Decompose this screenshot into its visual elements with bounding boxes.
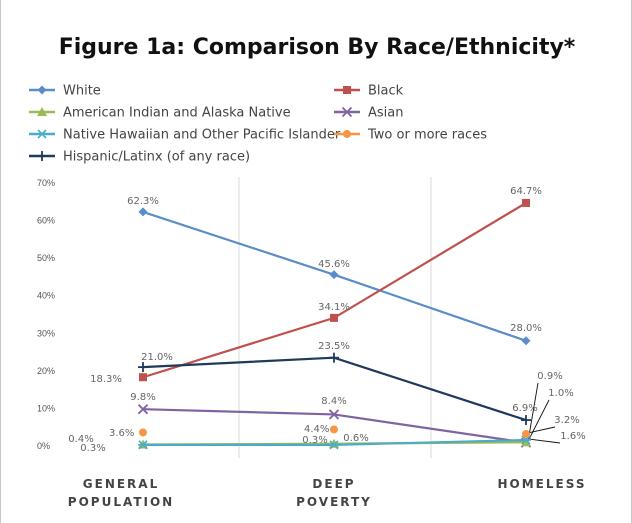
- data-label-native-hawaiian-and-other-pacific-islander-2: 0.3%: [302, 435, 327, 446]
- marker-native-hawaiian-and-other-pacific-islander-2: [329, 440, 339, 450]
- leader-line: [527, 382, 539, 442]
- marker-asian-1: [137, 404, 149, 415]
- x-category-line: GENERAL: [83, 477, 159, 491]
- data-label-asian-1: 9.8%: [130, 392, 155, 403]
- legend-label: Black: [368, 84, 404, 99]
- marker-hispanic-latinx-of-any-race-1: [138, 362, 148, 373]
- data-label-asian-2: 8.4%: [321, 396, 346, 407]
- marker-two-or-more-races-2: [330, 425, 338, 434]
- legend-item-black: Black: [334, 84, 404, 99]
- x-axis: GENERAL POPULATION DEEP POVERTY HOMELESS: [68, 477, 587, 509]
- legend-marker-asterisk: [37, 129, 47, 139]
- marker-two-or-more-races-1: [139, 428, 147, 437]
- legend-item-two-or-more-races: Two or more races: [334, 128, 487, 143]
- legend-marker-x: [341, 106, 353, 118]
- leader-line: [527, 438, 561, 444]
- data-label-hispanic-latinx-of-any-race-2: 23.5%: [318, 341, 350, 352]
- legend-item-white: White: [29, 84, 101, 99]
- data-label-native-hawaiian-and-other-pacific-islander-3: 1.6%: [560, 431, 585, 442]
- marker-asian-2: [328, 409, 340, 420]
- marker-white-2: [329, 270, 339, 280]
- y-axis: 0% 10% 20% 30% 40% 50% 60% 70%: [37, 178, 55, 451]
- data-label-two-or-more-races-3: 3.2%: [554, 415, 579, 426]
- marker-black-2: [330, 313, 338, 322]
- data-label-white-3: 28.0%: [510, 323, 542, 334]
- y-tick-label: 70%: [37, 178, 55, 188]
- data-label-two-or-more-races-2: 4.4%: [304, 424, 329, 435]
- legend-label: Two or more races: [367, 128, 487, 143]
- data-label-native-hawaiian-and-other-pacific-islander-1: 0.3%: [80, 443, 105, 454]
- data-labels: 62.3% 45.6% 28.0% 18.3% 34.1% 64.7% 21.0% 23.5%…: [68, 186, 585, 454]
- y-tick-label: 60%: [37, 216, 55, 226]
- legend-marker-circle: [343, 130, 351, 138]
- marker-native-hawaiian-and-other-pacific-islander-1: [138, 440, 148, 450]
- marker-two-or-more-races-3: [522, 429, 530, 438]
- legend-label: Native Hawaiian and Other Pacific Island…: [63, 128, 341, 143]
- data-label-two-or-more-races-1: 3.6%: [109, 428, 134, 439]
- data-label-hispanic-latinx-of-any-race-1: 21.0%: [141, 352, 173, 363]
- legend-label: Asian: [368, 106, 403, 121]
- legend-item-native-hawaiian-and-other-pacific-islander: Native Hawaiian and Other Pacific Island…: [29, 128, 341, 143]
- x-category-label: HOMELESS: [498, 477, 587, 491]
- x-category-line: POVERTY: [296, 495, 372, 509]
- x-category-label: DEEP POVERTY: [296, 477, 372, 509]
- legend: White Black American Indian and Alaska Nat…: [29, 84, 487, 165]
- data-label-black-2: 34.1%: [318, 302, 350, 313]
- x-category-line: POPULATION: [68, 495, 174, 509]
- marker-black-3: [522, 198, 530, 207]
- leader-line: [527, 426, 556, 434]
- y-tick-label: 40%: [37, 291, 55, 301]
- y-tick-label: 10%: [37, 403, 55, 413]
- y-tick-label: 30%: [37, 328, 55, 338]
- x-category-line: DEEP: [312, 477, 355, 491]
- series-lines: [142, 201, 527, 446]
- legend-item-asian: Asian: [334, 106, 403, 121]
- y-tick-label: 20%: [37, 366, 55, 376]
- data-label-black-3: 64.7%: [510, 186, 542, 197]
- data-label-white-1: 62.3%: [127, 196, 159, 207]
- x-category-label: GENERAL POPULATION: [68, 477, 174, 509]
- data-label-white-2: 45.6%: [318, 259, 350, 270]
- legend-item-hispanic-latinx-of-any-race: Hispanic/Latinx (of any race): [29, 150, 250, 165]
- legend-item-american-indian-and-alaska-native: American Indian and Alaska Native: [29, 106, 291, 121]
- data-label-american-indian-and-alaska-native-1: 0.4%: [68, 434, 93, 445]
- data-label-hispanic-latinx-of-any-race-3: 6.9%: [512, 403, 537, 414]
- chart-title: Figure 1a: Comparison By Race/Ethnicity*: [59, 35, 576, 60]
- marker-native-hawaiian-and-other-pacific-islander-3: [521, 435, 531, 445]
- marker-white-3: [521, 336, 531, 346]
- data-label-black-1: 18.3%: [90, 374, 122, 385]
- y-tick-label: 50%: [37, 253, 55, 263]
- legend-marker-triangle: [37, 107, 47, 116]
- leader-line: [527, 399, 550, 442]
- legend-marker-plus: [37, 151, 47, 161]
- marker-hispanic-latinx-of-any-race-3: [521, 415, 531, 426]
- x-category-line: HOMELESS: [498, 477, 587, 491]
- marker-white-1: [138, 207, 148, 217]
- marker-american-indian-and-alaska-native-3: [521, 437, 531, 447]
- markers: [137, 198, 532, 450]
- marker-black-1: [139, 373, 147, 382]
- data-label-american-indian-and-alaska-native-3: 1.0%: [548, 388, 573, 399]
- legend-marker-square: [343, 86, 351, 94]
- legend-label: American Indian and Alaska Native: [63, 106, 291, 121]
- label-leaders: [527, 382, 561, 444]
- legend-marker-diamond: [37, 85, 47, 95]
- marker-hispanic-latinx-of-any-race-2: [329, 352, 339, 363]
- legend-label: White: [63, 84, 101, 99]
- data-label-asian-3: 0.9%: [537, 371, 562, 382]
- data-label-american-indian-and-alaska-native-2: 0.6%: [343, 433, 368, 444]
- legend-label: Hispanic/Latinx (of any race): [63, 150, 250, 165]
- y-tick-label: 0%: [37, 441, 50, 451]
